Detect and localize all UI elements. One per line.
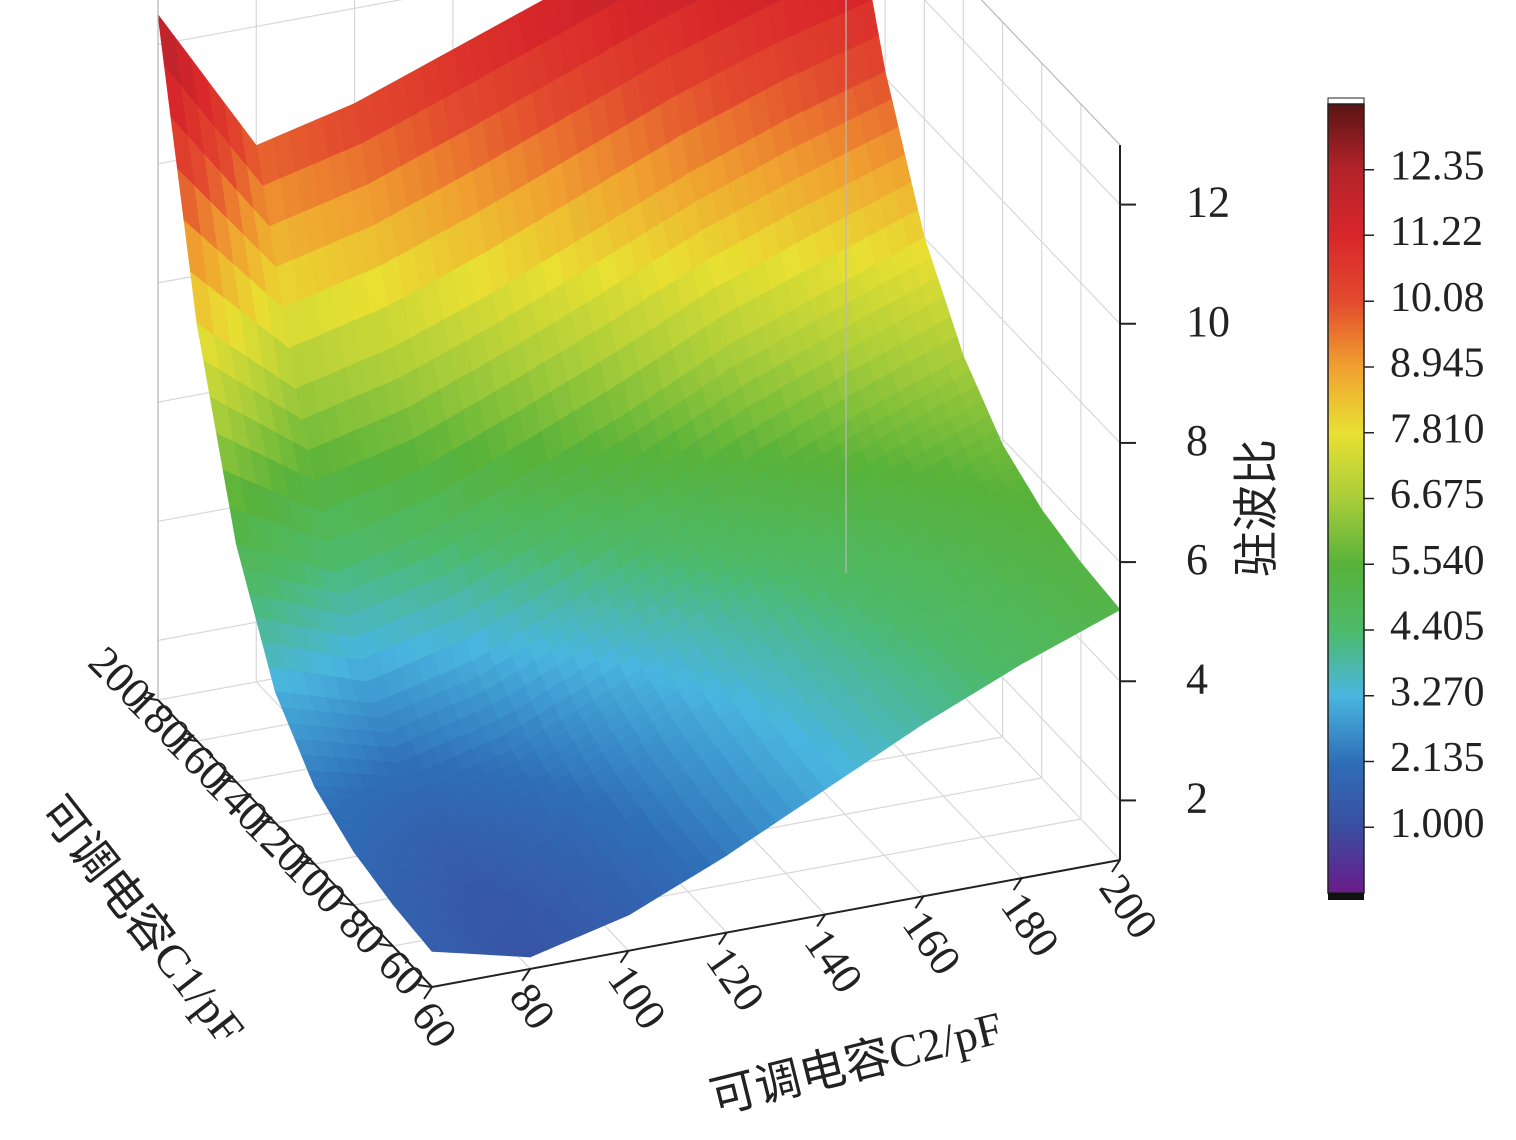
colorbar-ramp — [1327, 103, 1365, 894]
x-axis-title: 可调电容C2/pF — [705, 1002, 1008, 1124]
colorbar-label: 6.675 — [1390, 472, 1485, 518]
y-tick — [339, 902, 354, 906]
y-axis-line — [157, 699, 433, 988]
colorbar-label: 2.135 — [1390, 735, 1485, 781]
x-tick — [816, 913, 826, 927]
z-tick-label: 12 — [1186, 178, 1230, 227]
y-tick — [300, 861, 315, 865]
z-tick-label: 4 — [1186, 654, 1208, 703]
x-tick-label: 200 — [1090, 865, 1168, 947]
x-tick-label: 100 — [598, 956, 676, 1038]
y-tick — [261, 820, 276, 824]
colorbar-label: 5.540 — [1390, 538, 1485, 584]
axis-frame — [157, 0, 1121, 988]
x-tick — [718, 932, 728, 946]
colorbar-label: 10.08 — [1390, 275, 1485, 321]
colorbar-label: 8.945 — [1390, 341, 1485, 387]
colorbar-cap-bottom — [1328, 893, 1364, 900]
z-tick-label: 8 — [1186, 416, 1208, 465]
x-tick-label: 60 — [402, 992, 467, 1056]
z-tick-label: 10 — [1186, 297, 1230, 346]
colorbar-label: 11.22 — [1390, 209, 1483, 255]
top-frame — [980, 0, 1121, 146]
x-tick-label: 140 — [795, 920, 873, 1002]
colorbar: 12.35 11.22 10.08 8.945 7.810 6.675 5.540 4.405… — [1327, 97, 1485, 900]
gridline-z — [157, 0, 1121, 206]
colorbar-label: 7.810 — [1390, 406, 1485, 452]
y-tick — [417, 984, 433, 988]
y-tick — [183, 738, 198, 742]
tick-marks — [143, 203, 1136, 1000]
y-tick — [222, 779, 237, 783]
y-tick — [143, 697, 159, 701]
x-tick — [1111, 859, 1121, 873]
x-tick — [619, 950, 630, 964]
x-axis-line — [431, 859, 1121, 988]
colorbar-label: 3.270 — [1390, 669, 1485, 715]
z-tick-label: 6 — [1186, 535, 1208, 584]
colorbar-label: 12.35 — [1390, 143, 1485, 189]
x-tick-label: 180 — [991, 884, 1069, 966]
colorbar-label: 1.000 — [1390, 801, 1485, 847]
x-tick — [423, 986, 433, 1000]
x-tick — [1012, 877, 1023, 891]
x-tick-label: 160 — [893, 902, 971, 984]
z-axis-title: 驻波比 — [1231, 439, 1282, 577]
colorbar-cap-top — [1327, 97, 1365, 105]
x-tick — [914, 895, 925, 909]
y-axis-title: 可调电容C1/pF — [30, 787, 254, 1054]
x-tick — [521, 968, 532, 982]
x-tick-label: 80 — [500, 974, 565, 1038]
surface-mesh — [157, 0, 1121, 958]
z-tick-label: 2 — [1186, 774, 1208, 823]
x-tick-label: 120 — [696, 938, 774, 1020]
colorbar-label: 4.405 — [1390, 604, 1485, 650]
surface-patch — [424, 942, 450, 953]
y-tick — [378, 943, 393, 947]
